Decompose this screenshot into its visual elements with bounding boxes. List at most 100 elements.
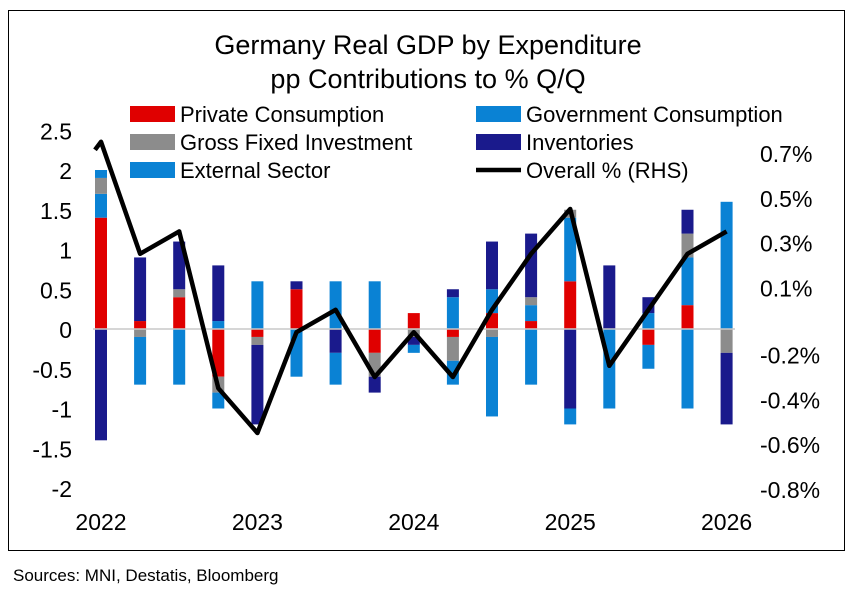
chart-title: Germany Real GDP by Expenditure bbox=[214, 30, 641, 60]
bar-inventories bbox=[95, 329, 107, 441]
legend-label: Inventories bbox=[526, 130, 634, 155]
bar-external-sector bbox=[525, 329, 538, 385]
bar-private-consumption bbox=[251, 329, 264, 337]
legend-swatch bbox=[130, 106, 175, 122]
y-left-tick-label: -1 bbox=[52, 397, 72, 423]
y-right-tick-label: 0.1% bbox=[760, 275, 812, 301]
bar-external-sector bbox=[95, 170, 107, 178]
bar-external-sector bbox=[134, 336, 147, 385]
bar-government-consumption bbox=[95, 193, 107, 218]
bar-inventories bbox=[486, 241, 498, 290]
bar-inventories bbox=[525, 233, 538, 298]
bar-private-consumption bbox=[95, 217, 107, 329]
x-tick-label: 2025 bbox=[545, 509, 596, 535]
bar-inventories bbox=[681, 209, 694, 234]
bar-inventories bbox=[407, 336, 420, 345]
bar-government-consumption bbox=[251, 281, 264, 329]
bar-private-consumption bbox=[525, 321, 538, 329]
bar-gross-fixed-investment bbox=[446, 336, 459, 361]
y-left-tick-label: -0.5 bbox=[32, 357, 72, 383]
bar-private-consumption bbox=[212, 329, 225, 377]
bar-inventories bbox=[368, 376, 381, 393]
bar-gross-fixed-investment bbox=[486, 329, 498, 337]
bar-gross-fixed-investment bbox=[173, 289, 186, 298]
bar-inventories bbox=[446, 289, 459, 298]
bar-external-sector bbox=[681, 329, 694, 409]
y-right-tick-label: 0.3% bbox=[760, 231, 812, 257]
x-axis: 2022 2023 2024 2025 2026 bbox=[75, 509, 752, 535]
bar-inventories bbox=[290, 281, 303, 290]
legend-swatch bbox=[476, 134, 521, 150]
bar-inventories bbox=[603, 265, 616, 329]
y-axis-left: 2.5 2 1.5 1 0.5 0 -0.5 -1 -1.5 -2 bbox=[32, 118, 72, 502]
source-note: Sources: MNI, Destatis, Bloomberg bbox=[13, 566, 279, 585]
bar-inventories bbox=[251, 344, 264, 425]
y-right-tick-label: 0.7% bbox=[760, 141, 812, 167]
bar-external-sector bbox=[329, 352, 342, 385]
bar-external-sector bbox=[642, 344, 655, 369]
x-tick-label: 2024 bbox=[388, 509, 439, 535]
bar-government-consumption bbox=[681, 257, 694, 306]
legend-label: Gross Fixed Investment bbox=[180, 130, 412, 155]
legend-swatch bbox=[130, 134, 175, 150]
bar-government-consumption bbox=[329, 281, 342, 329]
x-tick-label: 2023 bbox=[232, 509, 283, 535]
y-right-tick-label: 0.5% bbox=[760, 186, 812, 212]
y-right-tick-label: -0.6% bbox=[760, 432, 820, 458]
bar-gross-fixed-investment bbox=[251, 336, 264, 345]
legend-label: Overall % (RHS) bbox=[526, 158, 689, 183]
overall-line bbox=[93, 139, 728, 436]
bar-gross-fixed-investment bbox=[95, 177, 107, 194]
y-left-tick-label: 0.5 bbox=[40, 277, 72, 303]
y-right-tick-label: -0.2% bbox=[760, 343, 820, 369]
bar-gross-fixed-investment bbox=[720, 329, 733, 353]
bar-private-consumption bbox=[173, 297, 186, 329]
bar-government-consumption bbox=[564, 217, 577, 282]
bar-government-consumption bbox=[525, 305, 538, 322]
y-left-tick-label: 0 bbox=[59, 317, 72, 343]
y-left-tick-label: -1.5 bbox=[32, 436, 72, 462]
y-axis-right: 0.7% 0.5% 0.3% 0.1% -0.2% -0.4% -0.6% -0.8% bbox=[760, 141, 820, 503]
bar-private-consumption bbox=[290, 289, 303, 329]
bar-inventories bbox=[134, 257, 147, 322]
bars bbox=[95, 170, 733, 441]
bar-private-consumption bbox=[564, 281, 577, 329]
bar-private-consumption bbox=[407, 313, 420, 329]
y-left-tick-label: 1.5 bbox=[40, 198, 72, 224]
bar-government-consumption bbox=[446, 297, 459, 329]
bar-private-consumption bbox=[134, 321, 147, 329]
y-left-tick-label: -2 bbox=[52, 476, 72, 502]
bar-private-consumption bbox=[368, 329, 381, 353]
bar-inventories bbox=[173, 241, 186, 290]
chart-subtitle: pp Contributions to % Q/Q bbox=[270, 64, 585, 94]
bar-government-consumption bbox=[368, 281, 381, 329]
y-left-tick-label: 1 bbox=[59, 238, 72, 264]
bar-external-sector bbox=[173, 329, 186, 385]
legend: Private Consumption Government Consumptio… bbox=[130, 102, 783, 183]
bar-inventories bbox=[212, 265, 225, 322]
legend-swatch bbox=[130, 162, 175, 178]
bar-external-sector bbox=[564, 408, 577, 425]
bar-government-consumption bbox=[212, 321, 225, 329]
legend-label: External Sector bbox=[180, 158, 330, 183]
bar-private-consumption bbox=[681, 305, 694, 329]
bar-private-consumption bbox=[642, 329, 655, 345]
bar-inventories bbox=[720, 352, 733, 425]
bar-external-sector bbox=[212, 392, 225, 409]
y-left-tick-label: 2 bbox=[59, 158, 72, 184]
legend-label: Government Consumption bbox=[526, 102, 783, 127]
bar-inventories bbox=[564, 329, 577, 409]
x-tick-label: 2022 bbox=[75, 509, 126, 535]
bar-gross-fixed-investment bbox=[134, 329, 147, 337]
bar-private-consumption bbox=[446, 329, 459, 337]
chart-frame bbox=[8, 10, 845, 551]
y-left-tick-label: 2.5 bbox=[40, 118, 72, 144]
legend-swatch bbox=[476, 106, 521, 122]
bar-external-sector bbox=[486, 336, 498, 417]
x-tick-label: 2026 bbox=[701, 509, 752, 535]
bar-external-sector bbox=[407, 344, 420, 353]
y-right-tick-label: -0.4% bbox=[760, 387, 820, 413]
y-right-tick-label: -0.8% bbox=[760, 477, 820, 503]
legend-label: Private Consumption bbox=[180, 102, 384, 127]
